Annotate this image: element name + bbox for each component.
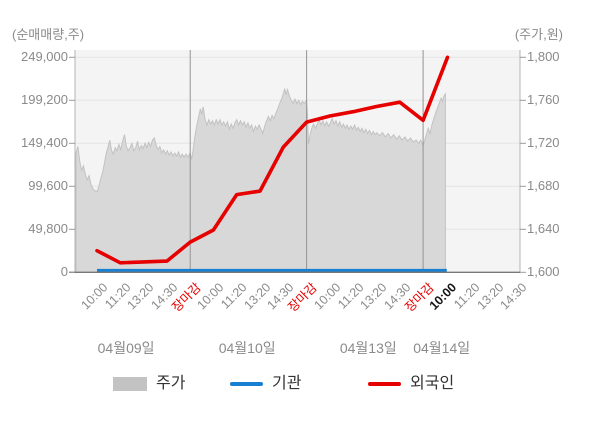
institution-line-swatch: [230, 382, 263, 386]
left-axis-tick-label: 99,600: [28, 178, 68, 194]
right-axis-tick-label: 1,800: [527, 49, 560, 65]
day-label: 04월13일: [339, 340, 397, 356]
day-label: 04월10일: [218, 340, 276, 356]
day-label: 04월09일: [97, 340, 155, 356]
price-area-series: [75, 87, 446, 273]
legend-item-foreigner: 외국인: [368, 374, 454, 394]
right-axis-tick-label: 1,680: [527, 178, 560, 194]
right-axis-tick-label: 1,640: [527, 221, 560, 237]
left-axis-tick-label: 49,800: [28, 221, 68, 237]
legend-label-institution: 기관: [272, 375, 302, 392]
left-axis-tick-label: 0: [60, 264, 68, 280]
right-axis-tick-label: 1,600: [527, 264, 560, 280]
legend-item-institution: 기관: [230, 374, 301, 394]
right-axis-tick-label: 1,720: [527, 135, 560, 151]
day-label: 04월14일: [413, 340, 471, 356]
foreigner-line-series: [95, 55, 450, 265]
left-axis-tick-label: 249,000: [21, 49, 68, 65]
foreigner-line-swatch: [368, 382, 401, 386]
right-axis-tick-label: 1,760: [527, 92, 560, 108]
left-axis-tick-label: 199,200: [21, 92, 68, 108]
right-axis-title: (주가,원): [514, 27, 563, 42]
legend-label-foreigner: 외국인: [410, 375, 455, 392]
left-axis-tick-label: 149,400: [21, 135, 68, 151]
left-axis-title: (순매매량,주): [12, 27, 85, 42]
legend-label-price: 주가: [156, 375, 186, 392]
price-area-swatch: [113, 377, 147, 391]
legend-item-price: 주가: [113, 374, 185, 394]
